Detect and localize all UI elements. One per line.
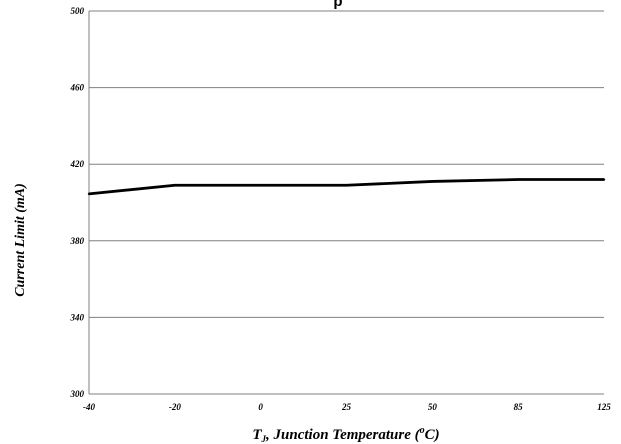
x-tick-labels: -40 -20 0 25 50 85 125	[83, 402, 611, 412]
y-tick-300: 300	[70, 389, 85, 399]
x-tick-0: 0	[258, 402, 263, 412]
x-tick--20: -20	[169, 402, 181, 412]
x-axis-label: TJ, Junction Temperature (oC)	[252, 425, 439, 444]
x-tick-125: 125	[597, 402, 611, 412]
data-point-125	[602, 178, 606, 181]
data-point-0	[259, 184, 262, 187]
series-layer	[87, 178, 606, 196]
x-axis-label-rest: , Junction Temperature (	[265, 427, 421, 443]
y-tick-labels: 300 340 380 420 460 500	[70, 6, 85, 399]
data-point--40	[87, 192, 91, 196]
y-tick-460: 460	[70, 83, 85, 93]
x-axis-label-sup: o	[420, 425, 425, 436]
x-tick-25: 25	[341, 402, 352, 412]
data-point-25	[345, 184, 348, 187]
data-point--20	[173, 184, 177, 187]
y-tick-500: 500	[71, 6, 85, 16]
x-axis-label-sub: J	[261, 434, 267, 444]
x-tick--40: -40	[83, 402, 95, 412]
data-point-50	[431, 180, 434, 183]
y-tick-420: 420	[70, 159, 85, 169]
x-tick-50: 50	[428, 402, 438, 412]
grid	[89, 10, 604, 395]
data-point-85	[516, 178, 520, 181]
chart-title: p	[333, 0, 342, 10]
x-axis-label-t: T	[252, 427, 262, 443]
y-axis-label: Current Limit (mA)	[13, 183, 28, 297]
x-tick-85: 85	[514, 402, 524, 412]
y-tick-380: 380	[70, 236, 85, 246]
y-tick-340: 340	[70, 312, 85, 322]
x-axis-label-unit: C)	[425, 427, 440, 443]
series-line-0	[88, 178, 604, 196]
